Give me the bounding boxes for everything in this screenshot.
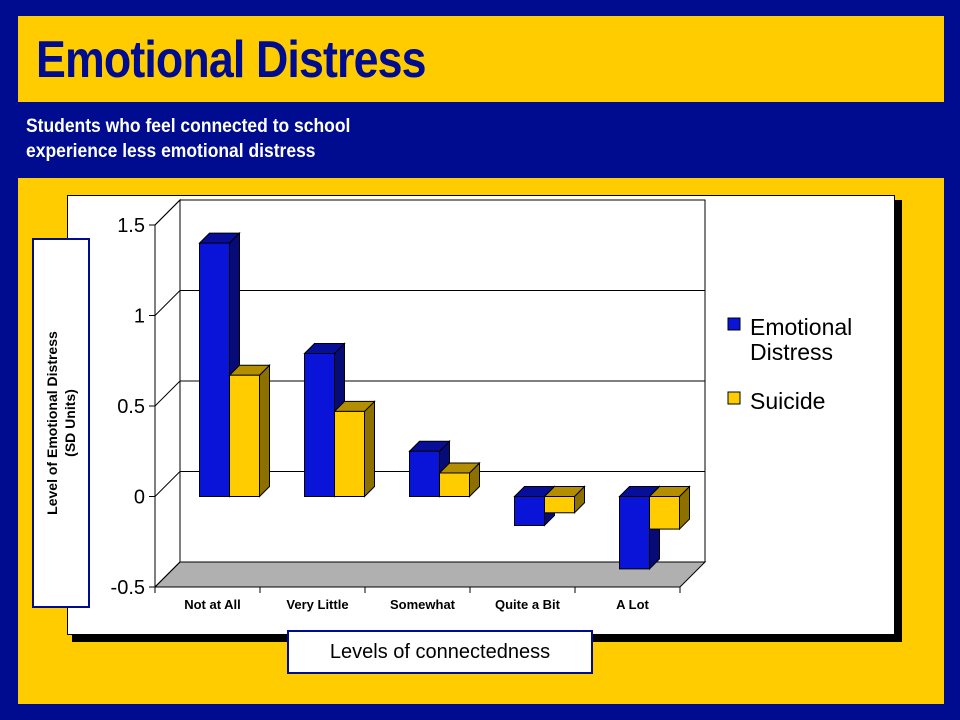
bar-front (544, 496, 575, 514)
bar-front (409, 450, 440, 497)
legend-label: Emotional (750, 314, 852, 340)
legend-swatch (727, 391, 741, 405)
bar-suicide (543, 485, 586, 514)
title-band (18, 16, 944, 102)
legend-label: Suicide (750, 388, 825, 414)
x-tick-label: A Lot (616, 597, 649, 612)
bar-front (304, 353, 335, 498)
bar-suicide (228, 364, 271, 498)
bar-front (229, 374, 260, 498)
y-tick-label: 0.5 (117, 396, 145, 418)
x-axis-label: Levels of connectedness (287, 630, 593, 674)
y-axis-label-box: Level of Emotional Distress (SD Units) (32, 238, 90, 608)
legend-swatch (727, 317, 741, 331)
bar-front (649, 496, 680, 530)
bar-front (334, 410, 365, 497)
bar-suicide (438, 461, 481, 498)
gridline-side (154, 290, 181, 316)
gridline-side (154, 199, 181, 226)
bar-front (619, 496, 650, 570)
y-axis-label: Level of Emotional Distress (SD Units) (43, 243, 79, 603)
gridline-side (154, 471, 181, 497)
slide-subtitle: Students who feel connected to school ex… (26, 114, 350, 164)
x-tick-label: Very Little (286, 597, 348, 612)
x-tick-label: Somewhat (390, 597, 456, 612)
bar-side (259, 364, 270, 498)
x-tick-label: Not at All (184, 597, 241, 612)
y-tick-label: -0.5 (111, 577, 145, 599)
gridline-side (154, 561, 181, 588)
legend-label-line-2: Distress (750, 339, 833, 365)
bar-front (439, 472, 470, 498)
bar-side (364, 400, 375, 498)
bar-suicide (648, 485, 691, 531)
slide-title: Emotional Distress (36, 31, 426, 89)
y-tick-label: 1.5 (117, 215, 145, 237)
y-axis-label-line-2: (SD Units) (62, 389, 78, 457)
y-axis-label-line-1: Level of Emotional Distress (44, 331, 60, 515)
subtitle-line-1: Students who feel connected to school (26, 116, 351, 137)
bar-front (514, 496, 545, 526)
gridline-side (154, 380, 181, 407)
subtitle-line-2: experience less emotional distress (26, 141, 316, 162)
x-tick-label: Quite a Bit (495, 597, 561, 612)
bar-front (199, 242, 230, 497)
y-tick-label: 1 (134, 306, 145, 328)
y-tick-label: 0 (134, 487, 145, 509)
bar-suicide (333, 400, 376, 498)
